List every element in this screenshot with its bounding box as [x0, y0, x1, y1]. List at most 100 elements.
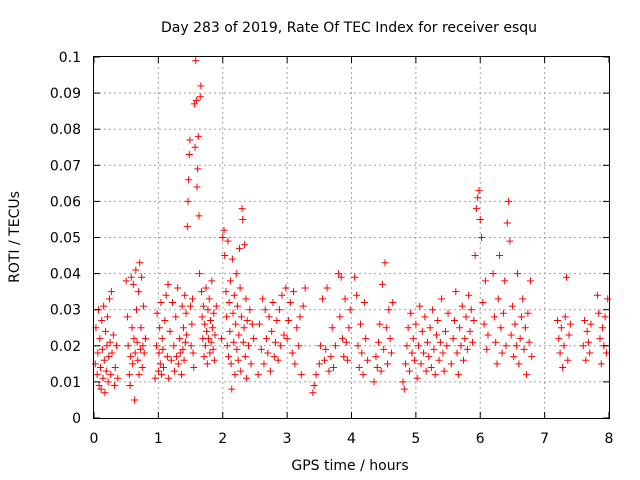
data-point	[291, 360, 299, 368]
data-point	[198, 313, 206, 321]
data-point	[503, 219, 511, 227]
data-point	[132, 266, 140, 274]
data-point	[265, 313, 273, 321]
data-point	[125, 371, 133, 379]
data-point	[409, 335, 417, 343]
data-point	[436, 338, 444, 346]
data-point	[380, 345, 388, 353]
data-point	[155, 349, 163, 357]
data-point	[474, 194, 482, 202]
data-point	[434, 317, 442, 325]
data-point	[203, 360, 211, 368]
data-point	[357, 320, 365, 328]
data-point	[399, 378, 407, 386]
data-point	[335, 270, 343, 278]
data-point	[489, 270, 497, 278]
data-point	[384, 360, 392, 368]
data-point	[164, 280, 172, 288]
data-point	[106, 338, 114, 346]
data-point	[126, 382, 134, 390]
data-point	[94, 349, 102, 357]
data-point	[370, 378, 378, 386]
data-point	[483, 345, 491, 353]
data-point	[381, 259, 389, 267]
data-point	[479, 298, 487, 306]
data-point	[176, 335, 184, 343]
data-point	[180, 356, 188, 364]
data-point	[317, 342, 325, 350]
data-point	[138, 363, 146, 371]
data-point	[196, 93, 204, 101]
data-point	[506, 237, 514, 245]
data-point	[322, 345, 330, 353]
data-point	[418, 327, 426, 335]
data-point	[359, 371, 367, 379]
data-point	[443, 342, 451, 350]
data-point	[198, 288, 206, 296]
data-point	[597, 360, 605, 368]
data-point	[286, 298, 294, 306]
data-point	[107, 371, 115, 379]
data-point	[595, 309, 603, 317]
data-point	[554, 317, 561, 325]
data-point	[323, 284, 331, 292]
data-point	[104, 313, 112, 321]
data-point	[220, 226, 228, 234]
data-point	[102, 327, 110, 335]
data-point	[264, 349, 272, 357]
data-point	[266, 367, 274, 375]
data-point	[196, 270, 204, 278]
data-point	[320, 356, 328, 364]
plot-frame	[93, 56, 610, 419]
data-point	[451, 317, 458, 325]
data-point	[386, 335, 394, 343]
data-point	[458, 302, 466, 310]
data-point	[501, 277, 509, 285]
data-point	[582, 356, 590, 364]
data-point	[137, 324, 145, 332]
data-point	[142, 335, 149, 343]
data-point	[560, 342, 568, 350]
data-point	[412, 320, 420, 328]
data-point	[187, 302, 195, 310]
data-point	[237, 367, 245, 375]
data-point	[199, 302, 207, 310]
data-point	[563, 273, 571, 281]
data-point	[282, 284, 290, 292]
y-tick-label: 0.03	[50, 303, 81, 319]
data-point	[178, 302, 186, 310]
data-point	[181, 291, 189, 299]
data-point	[192, 57, 200, 65]
data-point	[111, 363, 119, 371]
data-point	[469, 338, 477, 346]
data-point	[523, 371, 531, 379]
data-point	[161, 317, 169, 325]
data-point	[596, 335, 604, 343]
x-tick-label: 4	[347, 431, 356, 447]
data-point	[492, 338, 500, 346]
data-point	[185, 176, 193, 184]
data-point	[242, 295, 250, 303]
data-point	[174, 360, 182, 368]
data-point	[444, 309, 452, 317]
data-point	[270, 353, 278, 361]
data-point	[440, 367, 448, 375]
data-point	[156, 360, 164, 368]
y-tick-label: 0.09	[50, 86, 81, 102]
data-point	[441, 327, 449, 335]
data-point	[230, 338, 238, 346]
data-point	[243, 317, 251, 325]
data-point	[197, 82, 205, 90]
data-point	[268, 327, 276, 335]
data-point	[210, 356, 218, 364]
data-point	[346, 306, 354, 314]
data-point	[195, 212, 203, 220]
data-point	[200, 353, 208, 361]
data-point	[235, 244, 243, 252]
data-point	[407, 309, 415, 317]
data-point	[234, 302, 242, 310]
data-point	[210, 309, 218, 317]
data-point	[526, 277, 534, 285]
data-point	[122, 277, 130, 285]
data-point	[427, 363, 435, 371]
